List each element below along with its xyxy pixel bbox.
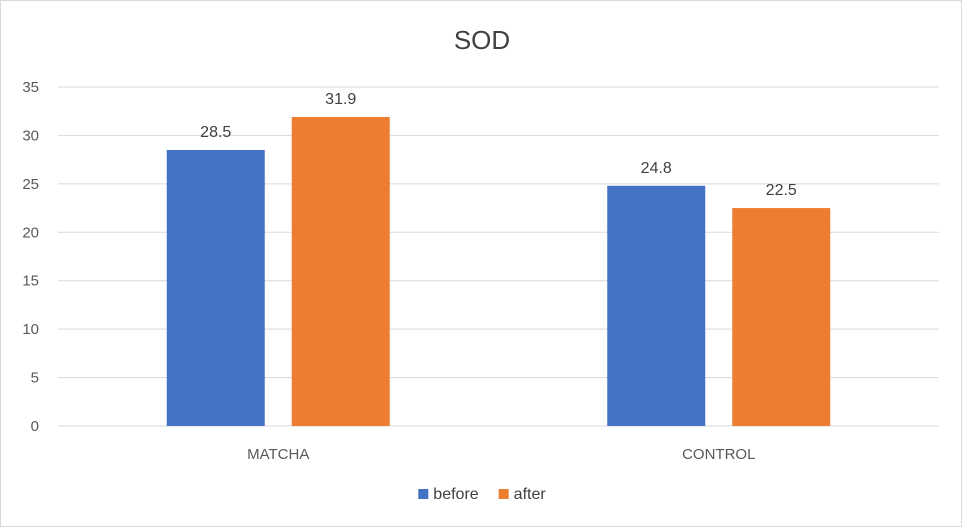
chart-title: SOD xyxy=(454,25,510,55)
bar-after-matcha xyxy=(291,117,390,427)
x-tick-label-control: CONTROL xyxy=(682,446,755,463)
legend-swatch-before xyxy=(418,489,429,499)
data-labels: 28.5 31.9 24.8 22.5 xyxy=(200,91,797,199)
bars xyxy=(166,117,831,427)
bar-before-matcha xyxy=(166,149,265,426)
y-tick-label-20: 20 xyxy=(22,224,39,241)
y-tick-label-5: 5 xyxy=(31,370,39,387)
y-tick-label-0: 0 xyxy=(31,418,39,435)
y-tick-label-25: 25 xyxy=(22,176,39,193)
y-tick-label-10: 10 xyxy=(22,321,39,338)
data-label-before-matcha: 28.5 xyxy=(200,124,231,141)
legend-label-before: before xyxy=(433,486,478,503)
data-label-before-control: 24.8 xyxy=(641,160,672,177)
y-tick-label-35: 35 xyxy=(22,79,39,96)
bar-before-control xyxy=(607,185,706,426)
x-tick-label-matcha: MATCHA xyxy=(247,446,309,463)
legend: before after xyxy=(418,486,546,503)
y-tick-label-15: 15 xyxy=(22,273,39,290)
x-axis-ticks: MATCHA CONTROL xyxy=(247,446,755,463)
bar-after-control xyxy=(732,208,831,426)
y-axis-ticks: 0 5 10 15 20 25 30 35 xyxy=(22,79,39,435)
data-label-after-matcha: 31.9 xyxy=(325,91,356,108)
legend-item-before: before xyxy=(418,486,479,503)
legend-swatch-after xyxy=(498,489,509,499)
legend-label-after: after xyxy=(514,486,547,503)
y-tick-label-30: 30 xyxy=(22,127,39,144)
legend-item-after: after xyxy=(498,486,547,503)
data-label-after-control: 22.5 xyxy=(766,182,797,199)
